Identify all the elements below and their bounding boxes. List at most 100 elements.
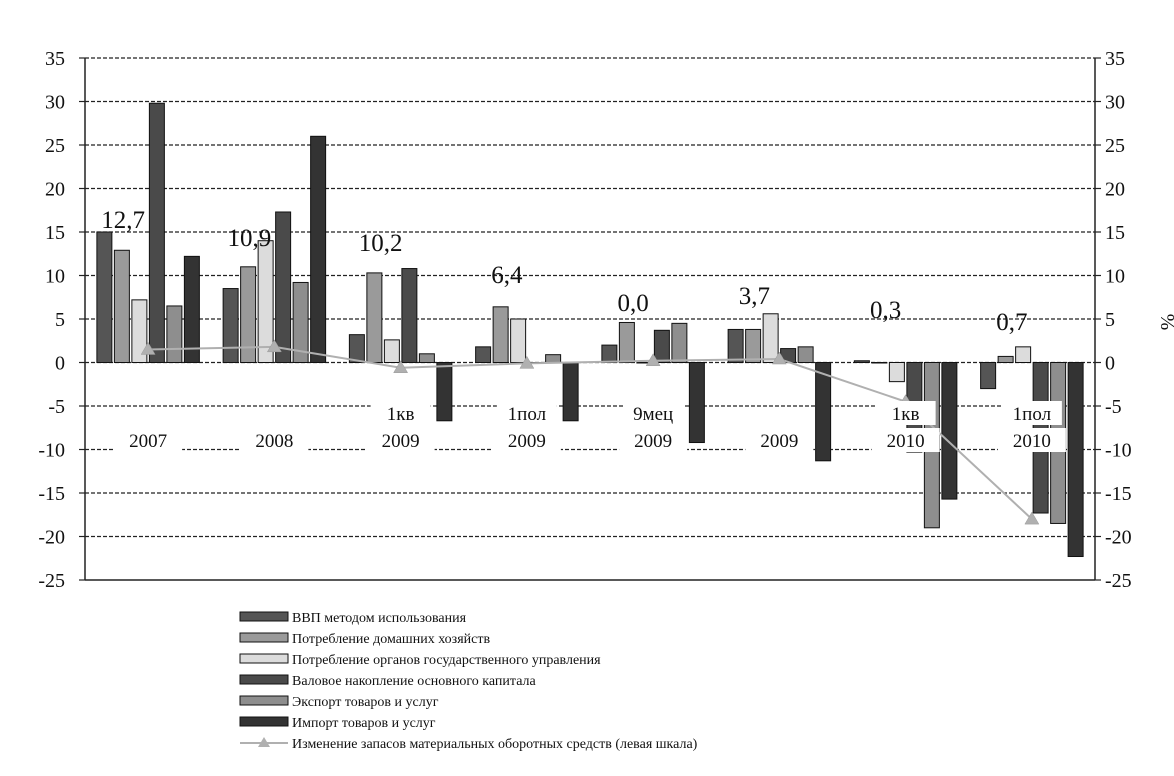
bar: [618, 321, 635, 364]
category-label-line1: 1пол: [1013, 404, 1052, 425]
category-label-bg: [871, 428, 940, 452]
category-label-line2: 2007: [129, 431, 167, 452]
bar: [871, 362, 888, 364]
y-axis-right-ticks: 35 30 25 20 15 10 5 0 -5 -10 -15 -20 -25: [1095, 48, 1132, 592]
category-label-bg: [366, 428, 435, 452]
y-tick-label-right: 20: [1105, 179, 1125, 201]
y-tick-label-right: -25: [1105, 570, 1132, 592]
bar: [727, 328, 744, 364]
bar: [183, 255, 200, 363]
bar: [275, 211, 292, 363]
category-label-bg: [875, 401, 936, 425]
category-label-bg: [114, 428, 183, 452]
category-label-bg: [1001, 401, 1062, 425]
gdp-value-label: 3,7: [739, 283, 770, 310]
bar: [997, 355, 1014, 364]
bar: [348, 334, 365, 364]
legend-label: Импорт товаров и услуг: [292, 716, 436, 731]
legend-swatch: [239, 611, 289, 622]
bar: [941, 362, 958, 500]
bar: [148, 102, 165, 364]
gdp-annotations: 12,7 10,9 10,2 6,4 0,0 3,7 0,3 0,7: [101, 207, 1027, 336]
category-label-bg: [623, 401, 684, 425]
y-tick-label-left: -5: [48, 396, 65, 418]
bar: [888, 362, 905, 383]
category-label-bg: [997, 428, 1066, 452]
y-tick-label-left: 30: [45, 92, 65, 114]
y-axis-unit-label: %: [1156, 314, 1174, 331]
bar: [688, 362, 705, 444]
inventory-point: [140, 341, 156, 355]
bar: [310, 135, 327, 363]
bars: [96, 102, 1084, 558]
bar: [1067, 362, 1084, 558]
bar: [436, 362, 453, 422]
legend-swatch: [239, 653, 289, 664]
legend-label: Потребление органов государственного упр…: [292, 653, 601, 668]
inventory-change-line: [140, 339, 1040, 525]
bar: [745, 328, 762, 364]
category-label-line2: 2009: [508, 431, 546, 452]
category-label-bg: [240, 428, 309, 452]
y-tick-label-right: 25: [1105, 135, 1125, 157]
y-tick-label-right: -5: [1105, 396, 1122, 418]
legend: ВВП методом использования Потребление дом…: [239, 611, 698, 752]
bar: [475, 346, 492, 363]
bar: [401, 268, 418, 364]
y-tick-label-left: -25: [38, 570, 65, 592]
y-tick-label-right: 10: [1105, 266, 1125, 288]
category-label-line2: 2009: [760, 431, 798, 452]
gdp-value-label: 10,9: [228, 225, 272, 252]
y-tick-label-right: -20: [1105, 527, 1132, 549]
inventory-point: [1024, 511, 1040, 525]
bar: [653, 329, 670, 363]
gdp-value-label: 0,7: [996, 309, 1027, 336]
bar: [671, 322, 688, 364]
y-tick-label-left: 10: [45, 266, 65, 288]
category-label-line2: 2008: [255, 431, 293, 452]
category-label-line2: 2009: [634, 431, 672, 452]
bar: [166, 305, 183, 364]
category-label-line1: 9мец: [633, 404, 673, 425]
category-label-line1: 1кв: [892, 404, 920, 425]
bar: [815, 362, 832, 462]
inventory-point: [393, 360, 409, 373]
y-tick-label-right: 35: [1105, 48, 1125, 70]
y-tick-label-left: -20: [38, 527, 65, 549]
inventory-line: [148, 345, 1033, 520]
gdp-value-label: 10,2: [359, 230, 403, 257]
y-tick-label-right: 30: [1105, 92, 1125, 114]
bar: [545, 354, 562, 364]
inventory-point: [645, 353, 661, 367]
legend-label: Потребление домашних хозяйств: [292, 632, 490, 647]
y-tick-label-left: -15: [38, 483, 65, 505]
bar: [1015, 346, 1032, 363]
legend-label: Валовое накопление основного капитала: [292, 674, 537, 689]
inventory-point: [266, 339, 282, 353]
legend-swatch: [239, 674, 289, 685]
category-labels: 2007 2008 1кв 2009 1пол 2009 9мец 2009 2009 1кв 20…: [114, 401, 1066, 452]
bar: [492, 306, 509, 364]
gdp-value-label: 0,0: [618, 290, 649, 317]
legend-label: Экспорт товаров и услуг: [292, 695, 439, 710]
category-label-bg: [492, 428, 561, 452]
bar: [240, 266, 257, 363]
y-tick-label-right: 0: [1105, 353, 1115, 375]
bar: [131, 299, 148, 363]
legend-swatch: [239, 632, 289, 643]
category-label-line1: 1пол: [508, 404, 547, 425]
y-tick-label-right: -10: [1105, 440, 1132, 462]
legend-swatch: [239, 716, 289, 727]
y-axis-left-ticks: 35 30 25 20 15 10 5 0 -5 -10 -15 -20 -25: [38, 48, 85, 592]
inventory-point: [519, 355, 535, 369]
y-tick-label-left: 0: [55, 353, 65, 375]
gdp-value-label: 12,7: [101, 207, 145, 234]
category-label-line2: 2010: [1013, 431, 1051, 452]
y-tick-label-right: -15: [1105, 483, 1132, 505]
category-label-line2: 2010: [887, 431, 925, 452]
y-tick-label-left: 5: [55, 309, 65, 331]
y-tick-label-left: -10: [38, 440, 65, 462]
legend-label: ВВП методом использования: [292, 611, 467, 626]
category-label-line1: 1кв: [387, 404, 415, 425]
legend-label: Изменение запасов материальных оборотных…: [292, 737, 698, 752]
